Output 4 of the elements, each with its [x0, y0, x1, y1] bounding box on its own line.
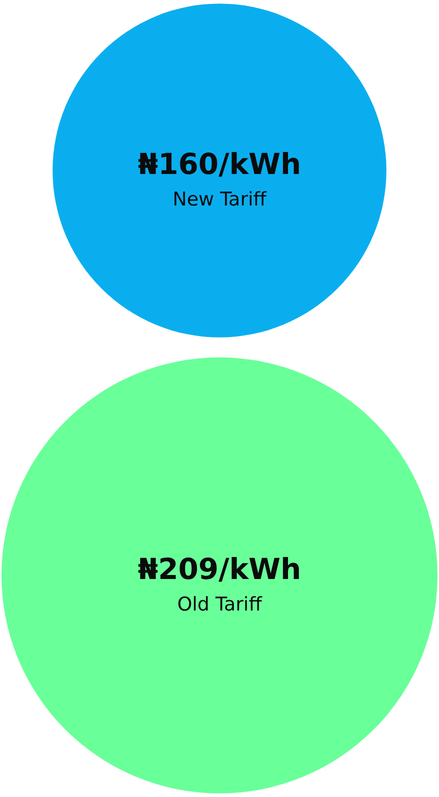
category-label: New Tariff [172, 188, 268, 210]
data-label: ₦160/kWh [138, 147, 302, 182]
category-label: Old Tariff [177, 593, 263, 616]
data-label: ₦209/kWh [138, 552, 302, 586]
